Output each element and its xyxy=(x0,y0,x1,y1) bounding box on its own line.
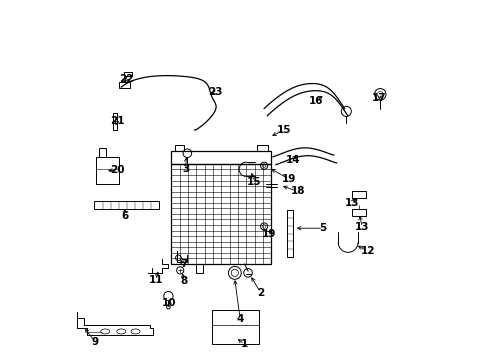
Text: 2: 2 xyxy=(256,288,264,297)
Text: 9: 9 xyxy=(92,337,99,347)
Bar xyxy=(351,209,365,216)
Text: 13: 13 xyxy=(344,198,358,208)
Bar xyxy=(175,145,183,152)
Bar xyxy=(171,164,271,264)
Text: 15: 15 xyxy=(247,177,261,187)
Text: 11: 11 xyxy=(148,275,163,285)
Text: 20: 20 xyxy=(110,165,124,175)
Text: 15: 15 xyxy=(276,125,290,135)
Bar xyxy=(94,201,159,208)
Circle shape xyxy=(228,266,241,279)
Text: 22: 22 xyxy=(119,74,134,84)
Text: 5: 5 xyxy=(319,223,326,233)
Bar xyxy=(257,145,267,152)
Text: 17: 17 xyxy=(371,93,386,103)
Bar xyxy=(171,152,271,164)
Text: 3: 3 xyxy=(182,164,189,174)
Text: 8: 8 xyxy=(180,276,187,286)
Bar xyxy=(286,210,292,257)
Text: 19: 19 xyxy=(261,229,275,239)
Bar xyxy=(212,310,258,344)
Text: 16: 16 xyxy=(308,96,323,107)
Bar xyxy=(99,148,106,157)
Bar xyxy=(96,157,119,184)
Text: 13: 13 xyxy=(354,222,369,232)
Text: 19: 19 xyxy=(282,174,296,184)
Text: 1: 1 xyxy=(241,339,247,349)
Bar xyxy=(196,264,203,273)
Text: 18: 18 xyxy=(290,186,305,197)
Bar xyxy=(351,192,365,198)
Text: 10: 10 xyxy=(162,298,176,308)
Text: 7: 7 xyxy=(180,259,187,269)
Text: 4: 4 xyxy=(236,314,244,324)
Bar xyxy=(119,82,130,88)
Bar xyxy=(113,113,117,130)
Text: 21: 21 xyxy=(109,116,124,126)
Bar xyxy=(123,72,131,76)
Text: 23: 23 xyxy=(207,87,222,98)
Text: 6: 6 xyxy=(121,211,128,221)
Text: 12: 12 xyxy=(360,247,374,256)
Text: 14: 14 xyxy=(285,156,300,165)
